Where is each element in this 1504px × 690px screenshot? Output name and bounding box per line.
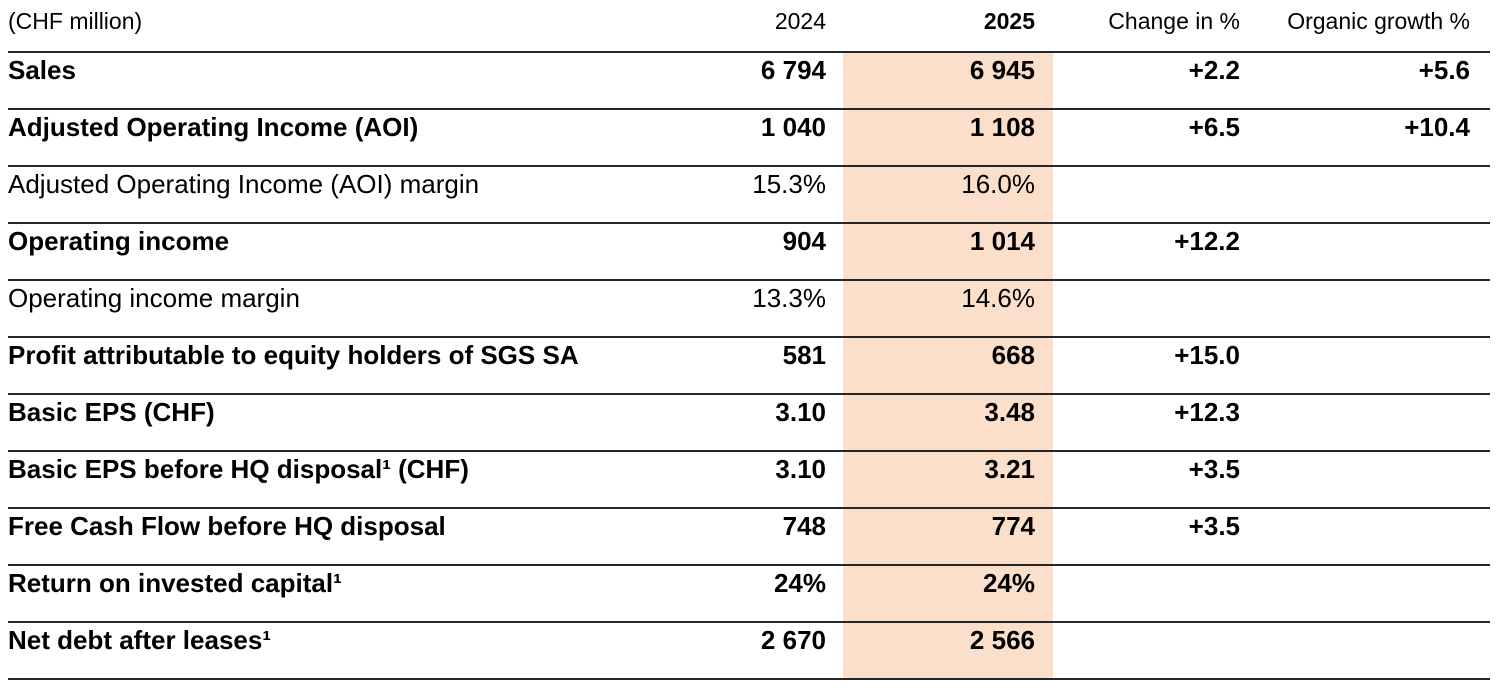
col-header-2024: 2024 [774,8,826,34]
row-label: Operating income [8,226,230,256]
cell-2025: 668 [843,337,1053,394]
row-label: Net debt after leases¹ [8,625,271,655]
header-row: (CHF million) 2024 2025 Change in % Orga… [8,0,1490,52]
cell-organic [1258,223,1490,280]
cell-2025: 3.21 [843,451,1053,508]
col-header-change: Change in % [1108,8,1240,34]
cell-2025: 14.6% [843,280,1053,337]
cell-2024: 1 040 [760,112,826,142]
cell-2025: 6 945 [843,52,1053,109]
cell-2025: 2 566 [843,622,1053,679]
cell-change: +3.5 [1188,511,1240,541]
cell-change: +6.5 [1188,112,1240,142]
table-row-basic-eps: Basic EPS (CHF) 3.10 3.48 +12.3 [8,394,1490,451]
cell-change [1053,166,1258,223]
table-row-sales: Sales 6 794 6 945 +2.2 +5.6 [8,52,1490,109]
row-label: Profit attributable to equity holders of… [8,340,579,370]
cell-2024: 2 670 [760,625,826,655]
table-row-basic-eps-before-hq: Basic EPS before HQ disposal¹ (CHF) 3.10… [8,451,1490,508]
cell-change: +3.5 [1188,454,1240,484]
cell-change: +12.2 [1174,226,1240,256]
table-row-operating-income-margin: Operating income margin 13.3% 14.6% [8,280,1490,337]
cell-organic: +10.4 [1404,112,1470,142]
table-row-free-cash-flow: Free Cash Flow before HQ disposal 748 77… [8,508,1490,565]
cell-2024: 748 [782,511,826,541]
cell-2024: 3.10 [775,397,826,427]
cell-organic [1258,337,1490,394]
col-header-organic: Organic growth % [1287,8,1470,34]
row-label: Basic EPS (CHF) [8,397,215,427]
key-figures-table: (CHF million) 2024 2025 Change in % Orga… [8,0,1490,680]
cell-2025: 24% [843,565,1053,622]
col-header-2025: 2025 [983,8,1035,34]
cell-2024: 3.10 [775,454,826,484]
table-row-aoi: Adjusted Operating Income (AOI) 1 040 1 … [8,109,1490,166]
unit-header: (CHF million) [8,8,143,34]
cell-change: +15.0 [1174,340,1240,370]
cell-2025: 3.48 [843,394,1053,451]
row-label: Basic EPS before HQ disposal¹ (CHF) [8,454,469,484]
cell-organic [1258,394,1490,451]
cell-2024: 24% [773,568,826,598]
row-label: Return on invested capital¹ [8,568,342,598]
cell-2025: 774 [843,508,1053,565]
cell-2025: 16.0% [843,166,1053,223]
cell-organic [1258,622,1490,679]
cell-2025: 1 014 [843,223,1053,280]
cell-change: +12.3 [1174,397,1240,427]
cell-organic [1258,508,1490,565]
cell-change [1053,280,1258,337]
table-row-aoi-margin: Adjusted Operating Income (AOI) margin 1… [8,166,1490,223]
row-label: Adjusted Operating Income (AOI) [8,112,419,142]
row-label: Adjusted Operating Income (AOI) margin [8,169,480,199]
cell-organic [1258,280,1490,337]
cell-organic [1258,166,1490,223]
cell-change [1053,565,1258,622]
cell-2024: 6 794 [760,55,826,85]
cell-change: +2.2 [1188,55,1240,85]
table-row-profit: Profit attributable to equity holders of… [8,337,1490,394]
table-row-operating-income: Operating income 904 1 014 +12.2 [8,223,1490,280]
cell-organic: +5.6 [1418,55,1470,85]
row-label: Operating income margin [8,283,300,313]
cell-2024: 15.3% [752,169,826,199]
cell-2024: 581 [782,340,826,370]
cell-2024: 13.3% [752,283,826,313]
cell-change [1053,622,1258,679]
table-row-net-debt: Net debt after leases¹ 2 670 2 566 [8,622,1490,679]
cell-organic [1258,565,1490,622]
table-row-roic: Return on invested capital¹ 24% 24% [8,565,1490,622]
row-label: Sales [8,55,76,85]
cell-2024: 904 [782,226,826,256]
row-label: Free Cash Flow before HQ disposal [8,511,446,541]
cell-2025: 1 108 [843,109,1053,166]
cell-organic [1258,451,1490,508]
